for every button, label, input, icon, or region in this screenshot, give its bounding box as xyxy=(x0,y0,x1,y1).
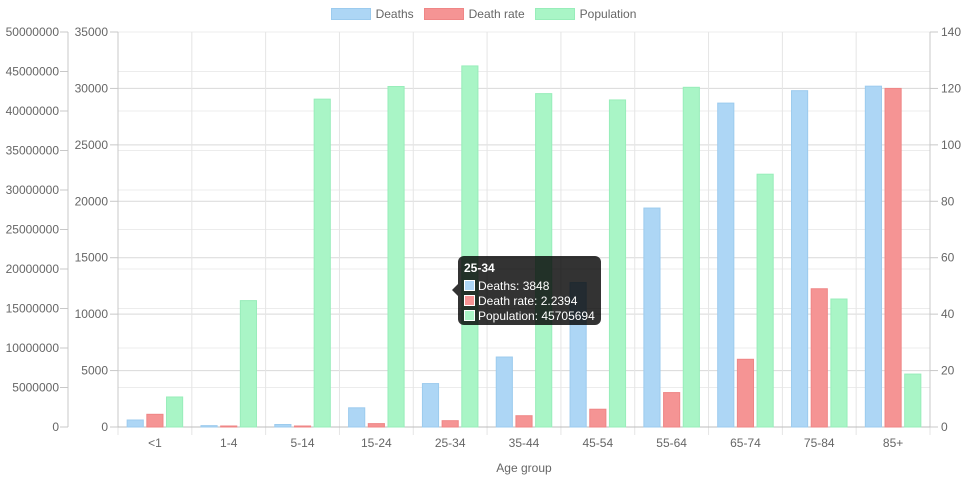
y-left-tick-label: 0 xyxy=(52,420,59,434)
bar-death-rate xyxy=(810,288,828,428)
y-left-tick-label: 50000000 xyxy=(6,25,60,39)
bar-deaths xyxy=(348,407,366,428)
tooltip-color-box xyxy=(464,310,475,321)
y-left-tick-label: 20000000 xyxy=(6,262,60,276)
x-tick-label: 85+ xyxy=(883,436,903,450)
legend-item-deaths[interactable]: Deaths xyxy=(330,7,414,21)
y-right-tick-label: 140 xyxy=(941,25,961,39)
bar-death-rate xyxy=(220,425,238,428)
bar-population xyxy=(756,173,774,428)
y-right-tick-label: 80 xyxy=(941,194,955,208)
y-mid-tick-label: 25000 xyxy=(75,138,109,152)
bar-death-rate xyxy=(589,408,607,428)
y-left-tick-label: 25000000 xyxy=(6,223,60,237)
tooltip-row: Death rate: 2.2394 xyxy=(464,293,595,308)
legend-swatch xyxy=(534,8,575,20)
x-tick-label: 15-24 xyxy=(361,436,392,450)
tooltip-rows: Deaths: 3848 Death rate: 2.2394 Population… xyxy=(464,278,595,323)
bar-death-rate xyxy=(367,423,385,428)
legend-label: Death rate xyxy=(468,7,525,21)
x-axis-title: Age group xyxy=(496,461,552,475)
y-left-tick-label: 35000000 xyxy=(6,144,60,158)
bar-death-rate xyxy=(441,420,459,428)
y-right-tick-label: 100 xyxy=(941,138,961,152)
legend-label: Population xyxy=(579,7,637,21)
x-tick-label: 65-74 xyxy=(730,436,761,450)
tooltip-row: Population: 45705694 xyxy=(464,308,595,323)
bar-deaths xyxy=(791,90,809,428)
legend-swatch xyxy=(423,8,464,20)
y-right-tick-label: 120 xyxy=(941,81,961,95)
y-mid-tick-label: 10000 xyxy=(75,307,109,321)
bar-deaths xyxy=(421,383,440,428)
x-tick-label: 55-64 xyxy=(656,436,687,450)
bar-population xyxy=(166,396,184,428)
y-left-tick-label: 15000000 xyxy=(6,302,60,316)
tooltip-row-text: Deaths: 3848 xyxy=(478,278,550,293)
legend-item-death-rate[interactable]: Death rate xyxy=(423,7,525,21)
bar-death-rate xyxy=(146,413,164,428)
y-left-tick-label: 40000000 xyxy=(6,104,60,118)
x-tick-label: 35-44 xyxy=(509,436,540,450)
legend-item-population[interactable]: Population xyxy=(534,7,637,21)
chart-tooltip: 25-34 Deaths: 3848 Death rate: 2.2394 Popu… xyxy=(452,256,601,325)
bar-death-rate xyxy=(515,415,533,428)
y-right-tick-label: 0 xyxy=(941,420,948,434)
bar-population xyxy=(239,300,257,428)
y-mid-tick-label: 30000 xyxy=(75,81,109,95)
x-tick-label: <1 xyxy=(148,436,162,450)
y-mid-tick-label: 35000 xyxy=(75,25,109,39)
y-right-tick-label: 40 xyxy=(941,307,955,321)
y-left-tick-label: 10000000 xyxy=(6,341,60,355)
bar-population xyxy=(608,99,627,428)
bar-deaths xyxy=(864,85,882,428)
bar-population xyxy=(830,298,848,428)
bar-death-rate xyxy=(736,358,755,428)
bar-population xyxy=(461,65,479,428)
y-mid-tick-label: 20000 xyxy=(75,194,109,208)
bar-population xyxy=(682,86,700,428)
y-right-tick-label: 60 xyxy=(941,251,955,265)
bar-population xyxy=(904,373,922,428)
y-mid-tick-label: 0 xyxy=(101,420,108,434)
chart-legend: Deaths Death rate Population xyxy=(0,7,967,21)
tooltip-color-box xyxy=(464,295,475,306)
bar-deaths xyxy=(126,419,144,428)
tooltip-row-text: Population: 45705694 xyxy=(478,308,595,323)
bar-deaths xyxy=(274,424,292,428)
y-mid-tick-label: 5000 xyxy=(81,364,108,378)
x-tick-label: 75-84 xyxy=(804,436,835,450)
legend-swatch xyxy=(330,8,371,20)
bar-death-rate xyxy=(884,87,902,428)
bar-population xyxy=(313,98,331,428)
x-tick-label: 25-34 xyxy=(435,436,466,450)
y-right-tick-label: 20 xyxy=(941,364,955,378)
y-left-tick-label: 45000000 xyxy=(6,65,60,79)
tooltip-title: 25-34 xyxy=(464,261,495,275)
bar-deaths xyxy=(717,102,735,428)
legend-label: Deaths xyxy=(375,7,414,21)
bar-deaths xyxy=(495,356,513,428)
bar-deaths xyxy=(643,207,661,428)
bar-population xyxy=(387,86,405,428)
x-tick-label: 45-54 xyxy=(582,436,613,450)
bar-deaths xyxy=(200,425,218,428)
y-left-tick-label: 30000000 xyxy=(6,183,60,197)
x-tick-label: 1-4 xyxy=(220,436,238,450)
y-left-tick-label: 5000000 xyxy=(12,381,59,395)
bar-death-rate xyxy=(293,425,312,428)
tooltip-color-box xyxy=(464,280,475,291)
bar-death-rate xyxy=(663,392,681,428)
tooltip-row-text: Death rate: 2.2394 xyxy=(478,293,578,308)
x-tick-label: 5-14 xyxy=(291,436,315,450)
tooltip-row: Deaths: 3848 xyxy=(464,278,595,293)
y-mid-tick-label: 15000 xyxy=(75,251,109,265)
